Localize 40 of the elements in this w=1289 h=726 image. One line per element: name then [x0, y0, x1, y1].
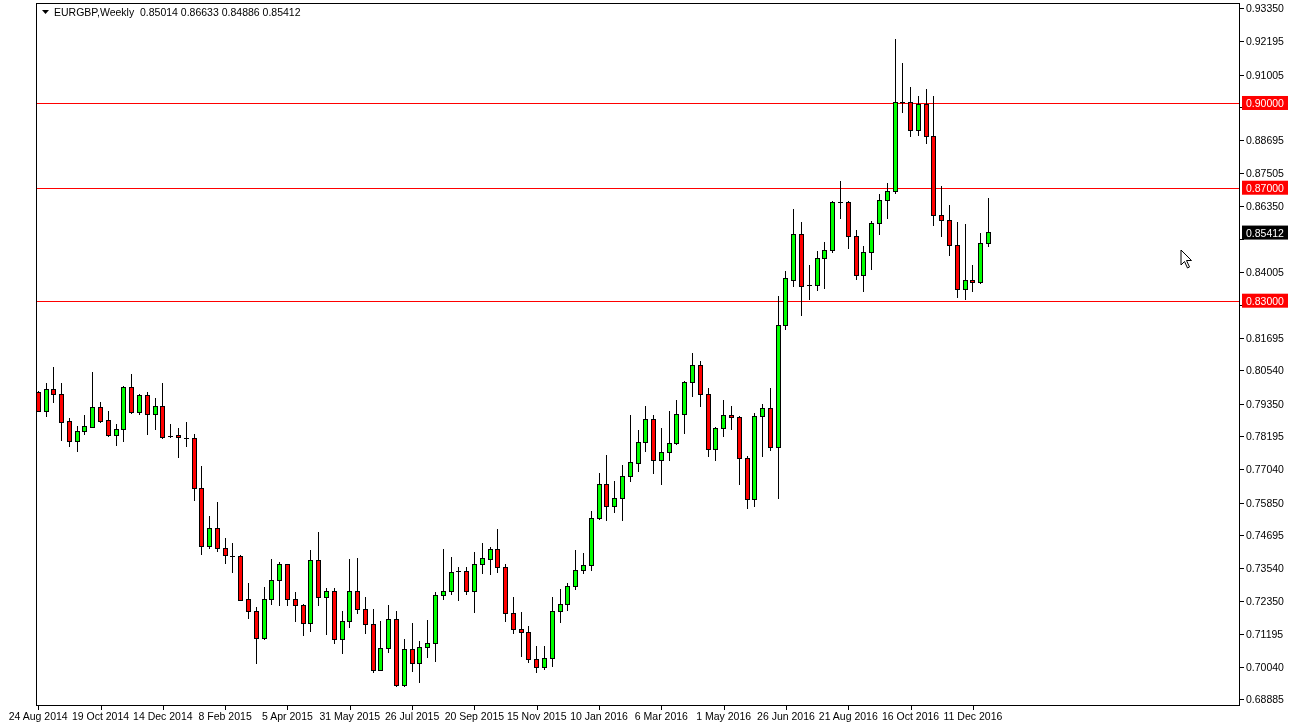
x-tick-label: 24 Aug 2014: [8, 710, 68, 722]
x-tick-label: 8 Feb 2015: [198, 710, 252, 722]
y-tick-label: 0.79350: [1246, 397, 1285, 410]
y-tick-label: 0.75850: [1246, 496, 1285, 509]
chart-title: EURGBP,Weekly 0.85014 0.86633 0.84886 0.85412: [54, 6, 301, 18]
y-tick-label: 0.78195: [1246, 430, 1285, 443]
x-tick-label: 15 Nov 2015: [506, 710, 567, 722]
y-tick-label: 0.71195: [1246, 628, 1284, 641]
y-tick-label: 0.72350: [1246, 595, 1285, 608]
x-tick-label: 26 Jun 2016: [757, 710, 816, 722]
y-tick-label: 0.74695: [1246, 529, 1285, 542]
x-tick-label: 10 Jan 2016: [570, 710, 629, 722]
y-tick-label: 0.73540: [1246, 561, 1285, 574]
y-tick-label: 0.93350: [1246, 2, 1285, 15]
y-tick-label: 0.88695: [1246, 133, 1285, 146]
x-tick-label: 21 Aug 2016: [818, 710, 878, 722]
x-tick-label: 26 Jul 2015: [384, 710, 440, 722]
x-tick-label: 5 Apr 2015: [262, 710, 314, 722]
x-tick-label: 11 Dec 2016: [943, 710, 1003, 722]
y-tick-label: 0.91005: [1246, 68, 1285, 81]
y-tick-label: 0.86350: [1246, 200, 1285, 213]
y-tick-label: 0.68885: [1246, 693, 1285, 706]
ref-line-label: 0.90000: [1246, 96, 1285, 109]
text: 0.85412: [1246, 226, 1285, 239]
y-tick-label: 0.80540: [1246, 364, 1285, 377]
y-tick-label: 0.81695: [1246, 331, 1285, 344]
ref-line-label: 0.83000: [1246, 294, 1285, 307]
x-tick-label: 20 Sep 2015: [444, 710, 505, 722]
y-tick-label: 0.70040: [1246, 660, 1285, 673]
x-tick-label: 19 Oct 2014: [71, 710, 130, 722]
y-tick-label: 0.87505: [1246, 167, 1285, 180]
x-tick-label: 31 May 2015: [319, 710, 381, 722]
x-tick-label: 1 May 2016: [696, 710, 752, 722]
y-tick-label: 0.77040: [1246, 463, 1285, 476]
x-tick-label: 14 Dec 2014: [133, 710, 193, 722]
x-tick-label: 6 Mar 2016: [634, 710, 689, 722]
y-tick-label: 0.92195: [1246, 34, 1285, 47]
y-tick-label: 0.84005: [1246, 266, 1285, 279]
x-tick-label: 16 Oct 2016: [882, 710, 940, 722]
ref-line-label: 0.87000: [1246, 181, 1285, 194]
